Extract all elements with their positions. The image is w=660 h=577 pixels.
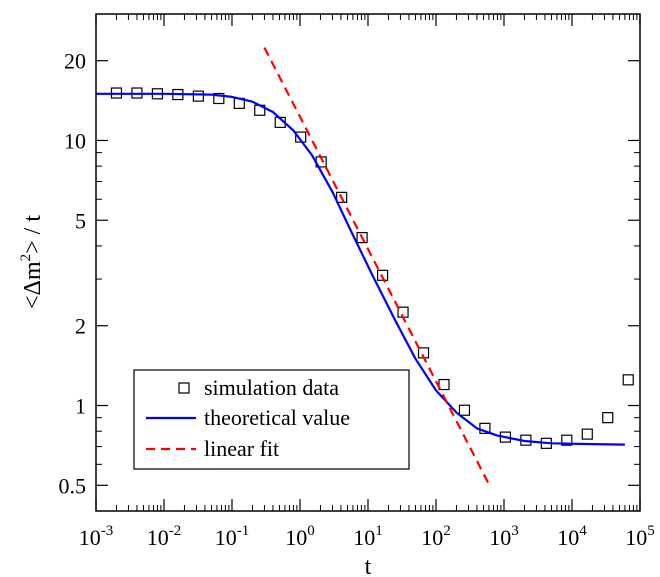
x-tick-label: 102 [421,523,451,550]
y-tick-label: 5 [75,208,86,233]
legend: simulation data theoretical value linear… [133,369,410,470]
simulation-data-point [192,90,204,102]
y-tick-label: 2 [75,314,86,339]
legend-box [133,369,410,470]
simulation-data-point [581,428,593,440]
y-axis-label: <Δm2> / t [18,215,46,309]
theoretical-value-line [96,92,625,446]
y-tick-labels: 0.5 1 2 5 10 20 [59,49,87,499]
simulation-data-point [213,92,225,105]
legend-label-linear-fit: linear fit [204,436,279,461]
linear-fit-line [263,47,490,485]
legend-marker-simulation [178,382,190,394]
legend-label-theoretical: theoretical value [204,405,350,430]
axis-ticks [95,13,641,512]
simulation-data-point [458,404,471,416]
y-tick-label: 1 [75,394,86,419]
x-tick-label: 101 [353,523,383,550]
simulation-data-point [622,374,634,386]
simulation-data-point [438,378,450,391]
x-tick-label: 103 [489,523,519,550]
y-tick-label: 20 [64,49,86,74]
legend-label-simulation: simulation data [204,375,339,400]
x-tick-label: 105 [625,523,655,550]
x-tick-label: 10-3 [79,523,114,550]
x-tick-label: 104 [557,523,587,550]
simulation-data-point [376,269,389,281]
simulation-data-point [295,131,307,143]
x-tick-label: 10-1 [215,523,250,550]
x-tick-label: 10-2 [147,523,182,550]
simulation-data-point [336,191,348,203]
simulation-data-point [602,412,614,424]
x-tick-labels: 10-3 10-2 10-1 100 101 102 103 104 105 [79,523,655,550]
simulation-data-point [561,434,573,446]
y-tick-label: 10 [64,128,86,153]
simulation-data-point [356,232,368,244]
y-tick-label: 0.5 [59,473,87,498]
x-axis-label: t [365,554,372,577]
plot-frame [95,13,641,512]
x-tick-label: 100 [285,523,315,550]
plot-content [96,47,634,485]
